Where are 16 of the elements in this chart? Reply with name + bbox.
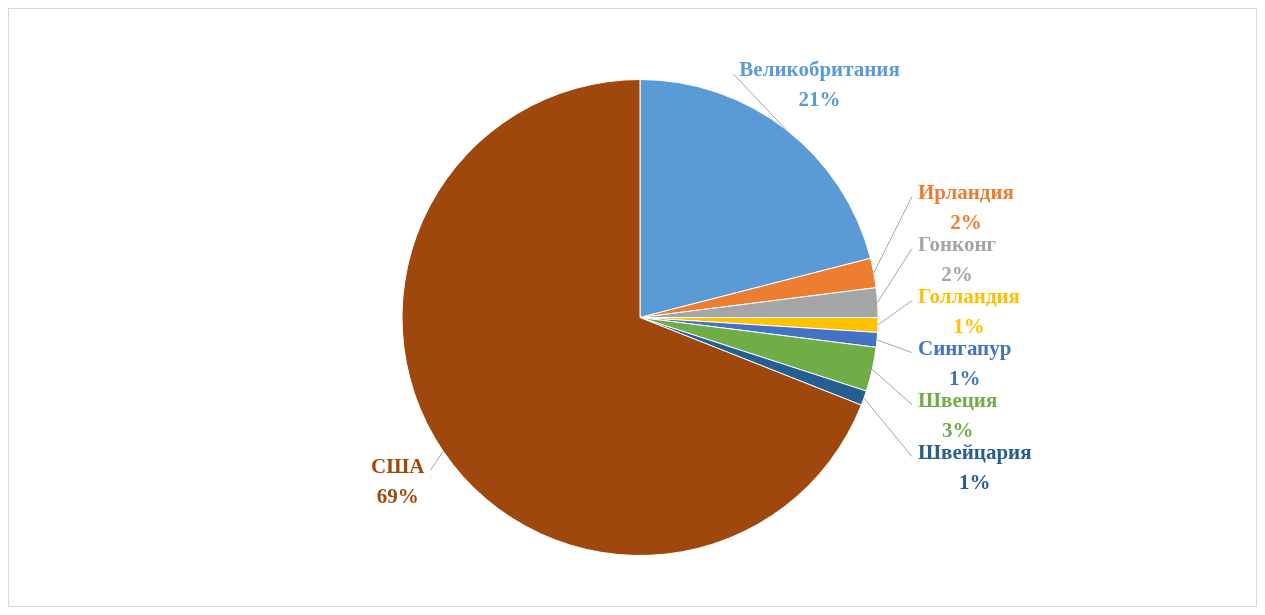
slice-label: Швеция (917, 388, 998, 413)
data-label: 2% (941, 262, 973, 287)
data-label: 1% (959, 470, 991, 495)
slice-label: Великобритания (739, 57, 900, 82)
data-label: 21% (798, 87, 841, 112)
data-label: 1% (953, 314, 985, 339)
data-label: 1% (948, 366, 981, 391)
data-label: 3% (941, 418, 974, 443)
slice-label: Гонконг (918, 232, 997, 257)
slice-label: Швейцария (918, 440, 1032, 465)
slice-label: Ирландия (917, 180, 1014, 205)
slice-label: Голландия (917, 284, 1020, 309)
data-label: 2% (950, 210, 982, 235)
data-label: 69% (376, 483, 419, 508)
slice-label: США (370, 453, 426, 478)
slice-label: Сингапур (918, 336, 1012, 361)
